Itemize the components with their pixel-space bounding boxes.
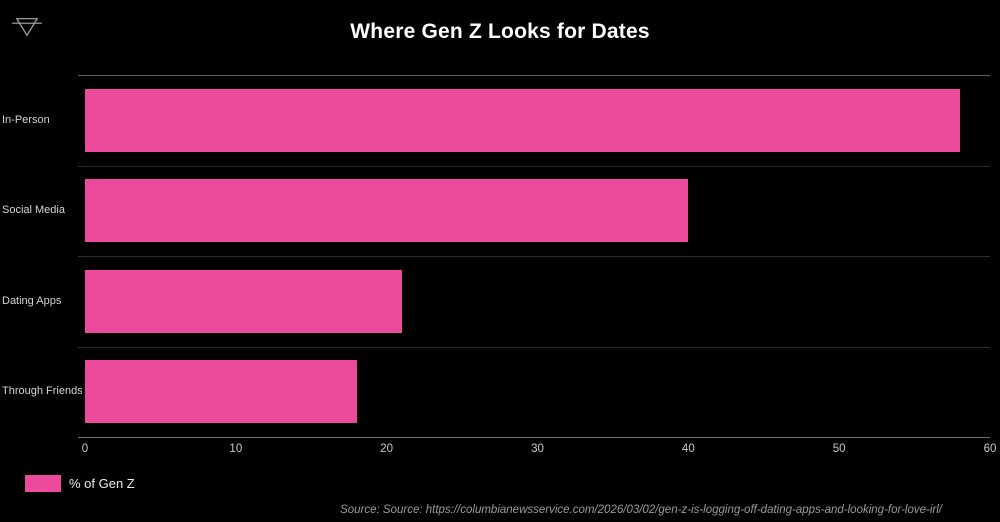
x-axis-line [78, 437, 990, 438]
category-label-dating-apps: Dating Apps [2, 294, 62, 307]
source-citation: Source: Source: https://columbianewsserv… [340, 504, 942, 516]
bar-social-media[interactable] [85, 179, 689, 243]
filter-icon[interactable] [12, 14, 42, 40]
x-tick-label-10: 10 [229, 443, 243, 455]
top-gridline [78, 75, 990, 76]
category-label-through-friends: Through Friends [2, 385, 82, 398]
x-tick-label-50: 50 [832, 443, 846, 455]
bar-in-person[interactable] [85, 88, 960, 152]
chart-title: Where Gen Z Looks for Dates [350, 20, 650, 43]
bar-through-friends[interactable] [85, 360, 357, 424]
legend-swatch [25, 474, 61, 492]
legend-label: % of Gen Z [69, 475, 135, 491]
x-tick-label-30: 30 [531, 443, 544, 455]
x-tick-label-0: 0 [81, 443, 89, 455]
x-tick-label-40: 40 [681, 443, 695, 455]
category-label-in-person: In-Person [2, 113, 50, 126]
x-tick-label-20: 20 [380, 443, 394, 455]
row-separator [78, 165, 990, 167]
row-separator [78, 256, 990, 257]
category-label-social-media: Social Media [2, 204, 65, 217]
legend: % of Gen Z [25, 474, 135, 492]
x-tick-label-60: 60 [983, 443, 997, 455]
bar-dating-apps[interactable] [85, 269, 402, 333]
row-separator [78, 346, 990, 348]
